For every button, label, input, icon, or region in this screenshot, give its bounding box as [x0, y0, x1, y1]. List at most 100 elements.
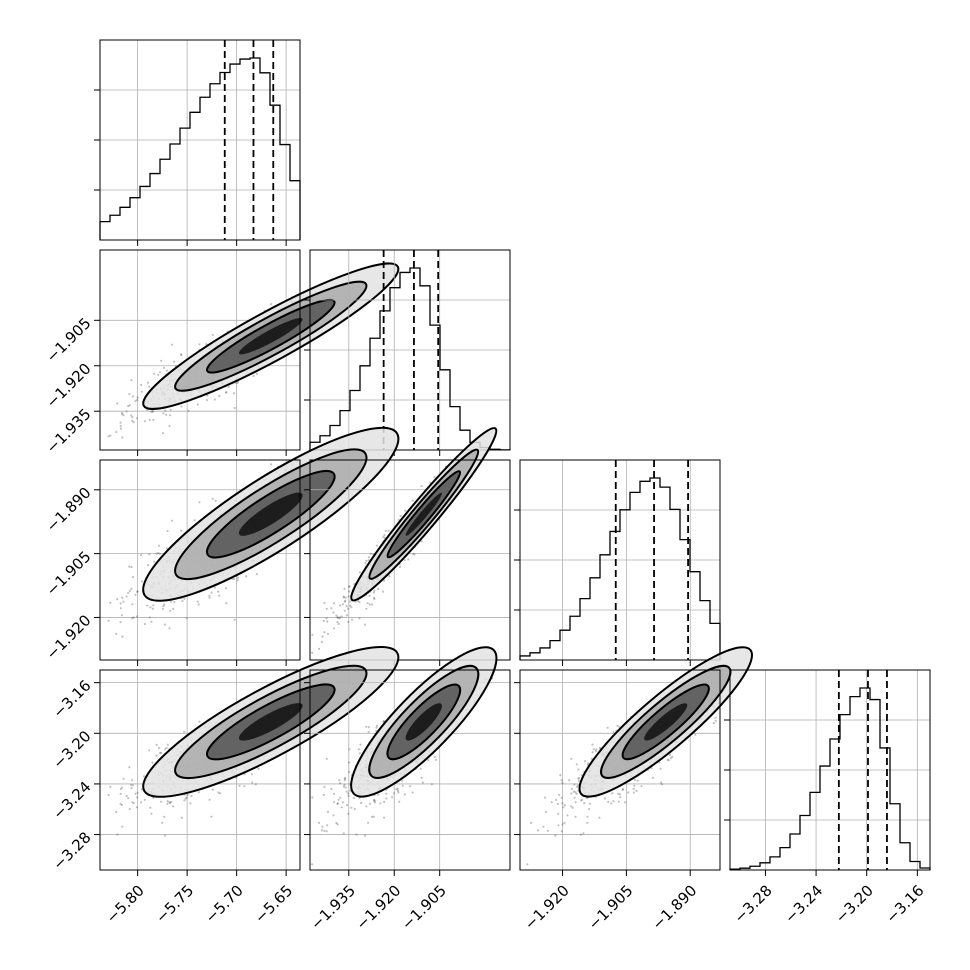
panel-2-0: −1.920−1.905−1.890 — [43, 426, 400, 666]
scatter-point — [325, 830, 328, 833]
scatter-point — [136, 590, 139, 593]
scatter-point — [325, 617, 328, 620]
scatter-point — [210, 815, 213, 818]
x-tick-label: −5.70 — [202, 882, 247, 927]
scatter-point — [143, 798, 146, 801]
scatter-point — [583, 802, 586, 805]
scatter-point — [373, 589, 376, 592]
scatter-point — [122, 600, 125, 603]
scatter-point — [132, 802, 135, 805]
panel-2-2 — [514, 459, 721, 666]
density-fill — [238, 703, 303, 741]
scatter-point — [343, 600, 346, 603]
scatter-point — [391, 796, 394, 799]
panel-frame — [99, 39, 301, 241]
scatter-point — [127, 591, 130, 595]
scatter-point — [119, 427, 122, 430]
scatter-point — [109, 434, 112, 437]
contour-line — [206, 298, 336, 374]
scatter-point — [130, 783, 133, 787]
scatter-point — [198, 501, 201, 504]
scatter-point — [396, 789, 400, 793]
scatter-point — [610, 802, 613, 805]
scatter-point — [148, 616, 151, 619]
scatter-point — [148, 385, 151, 388]
scatter-point — [208, 594, 211, 597]
scatter-point — [379, 802, 382, 805]
scatter-point — [166, 529, 169, 533]
scatter-point — [136, 398, 139, 402]
contour-line — [174, 448, 368, 581]
scatter-point — [168, 627, 171, 630]
x-tick-label: −1.920 — [353, 882, 405, 934]
scatter-point — [330, 787, 333, 791]
scatter-point — [181, 599, 184, 603]
scatter-point — [170, 343, 173, 346]
scatter-point — [557, 812, 560, 815]
scatter-point — [121, 413, 124, 416]
scatter-point — [357, 748, 360, 751]
scatter-point — [164, 409, 167, 412]
scatter-point — [142, 775, 146, 778]
scatter-point — [435, 758, 438, 761]
scatter-point — [168, 801, 171, 804]
scatter-point — [588, 807, 591, 811]
scatter-point — [347, 761, 351, 764]
contour-line — [142, 426, 400, 602]
scatter-point — [636, 779, 639, 782]
scatter-point — [311, 633, 314, 637]
scatter-point — [603, 797, 607, 800]
scatter-point — [343, 587, 346, 590]
scatter-point — [161, 821, 164, 824]
scatter-point — [322, 793, 325, 797]
scatter-point — [336, 616, 339, 619]
scatter-point — [160, 800, 163, 803]
scatter-point — [388, 575, 391, 578]
panel-3-2: −1.920 −1.905 −1.890 — [514, 646, 753, 934]
scatter-point — [130, 379, 133, 382]
scatter-point — [143, 420, 146, 423]
contour-line — [386, 683, 462, 761]
scatter-point — [233, 406, 236, 410]
scatter-point — [128, 565, 131, 568]
scatter-point — [162, 412, 165, 415]
scatter-point — [311, 651, 314, 654]
scatter-point — [651, 776, 655, 779]
scatter-point — [320, 829, 323, 832]
scatter-point — [251, 781, 254, 784]
scatter-point — [135, 417, 138, 420]
scatter-point — [136, 796, 139, 799]
scatter-point — [343, 609, 346, 612]
scatter-point — [149, 806, 152, 809]
scatter-point — [321, 635, 324, 638]
scatter-point — [147, 564, 150, 567]
scatter-point — [344, 776, 347, 780]
scatter-point — [131, 395, 134, 398]
scatter-point — [120, 614, 123, 617]
scatter-point — [233, 392, 236, 395]
scatter-point — [586, 821, 589, 824]
scatter-point — [578, 776, 581, 780]
scatter-point — [140, 390, 143, 393]
scatter-point — [332, 801, 336, 804]
scatter-point — [358, 617, 361, 620]
scatter-point — [170, 519, 173, 522]
scatter-point — [335, 821, 338, 825]
scatter-point — [151, 409, 154, 413]
scatter-point — [236, 578, 239, 582]
contour-line — [368, 664, 480, 779]
y-tick-label: −3.20 — [49, 727, 94, 772]
scatter-point — [337, 798, 340, 801]
scatter-point — [131, 617, 134, 620]
scatter-point — [169, 600, 172, 603]
scatter-point — [420, 776, 423, 779]
scatter-point — [122, 777, 125, 780]
scatter-point — [347, 794, 350, 798]
scatter-point — [196, 600, 199, 603]
scatter-point — [399, 514, 402, 518]
scatter-point — [338, 779, 341, 782]
scatter-point — [352, 796, 356, 800]
scatter-point — [184, 797, 187, 800]
scatter-point — [190, 795, 193, 798]
scatter-point — [563, 804, 566, 807]
